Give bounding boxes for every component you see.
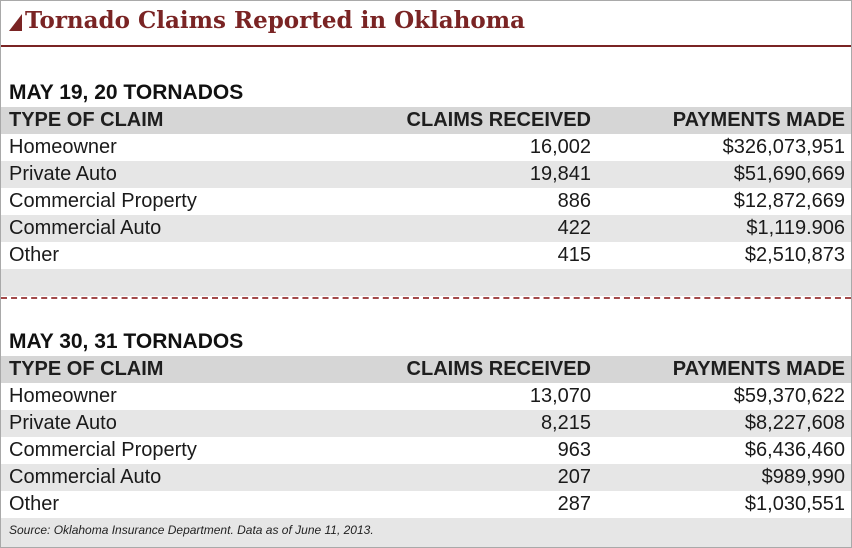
- claim-type: Homeowner: [9, 385, 117, 407]
- table-row: Homeowner 13,070 $59,370,622: [1, 383, 851, 410]
- claim-type: Other: [9, 244, 60, 266]
- claim-type: Other: [9, 493, 60, 515]
- payments-made: $59,370,622: [733, 385, 845, 407]
- column-header-payments: PAYMENTS MADE: [672, 109, 845, 131]
- payments-made: $326,073,951: [722, 136, 845, 158]
- claims-received: 8,215: [540, 412, 591, 434]
- claims-received: 886: [557, 190, 591, 212]
- claims-table: TYPE OF CLAIM CLAIMS RECEIVED PAYMENTS M…: [1, 356, 851, 518]
- table-row: Commercial Auto 207 $989,990: [1, 464, 851, 491]
- column-header-claims: CLAIMS RECEIVED: [406, 109, 591, 131]
- claim-type: Homeowner: [9, 136, 117, 158]
- source-note: Source: Oklahoma Insurance Department. D…: [9, 523, 374, 537]
- table-row: Homeowner 16,002 $326,073,951: [1, 134, 851, 161]
- section-divider: [1, 297, 851, 299]
- claims-received: 16,002: [529, 136, 591, 158]
- claims-received: 963: [557, 439, 591, 461]
- payments-made: $1,030,551: [744, 493, 845, 515]
- claim-type: Commercial Property: [9, 190, 197, 212]
- source-stripe: [1, 518, 851, 547]
- payments-made: $8,227,608: [744, 412, 845, 434]
- payments-made: $6,436,460: [744, 439, 845, 461]
- table-row: Commercial Auto 422 $1,119.906: [1, 215, 851, 242]
- table-row: Commercial Property 963 $6,436,460: [1, 437, 851, 464]
- claims-received: 415: [557, 244, 591, 266]
- claim-type: Private Auto: [9, 412, 117, 434]
- table-row: Private Auto 8,215 $8,227,608: [1, 410, 851, 437]
- table-header-row: TYPE OF CLAIM CLAIMS RECEIVED PAYMENTS M…: [1, 356, 851, 383]
- payments-made: $1,119.906: [746, 217, 845, 239]
- column-header-type: TYPE OF CLAIM: [9, 109, 164, 131]
- table-row: Other 287 $1,030,551: [1, 491, 851, 518]
- column-header-type: TYPE OF CLAIM: [9, 358, 164, 380]
- claim-type: Private Auto: [9, 163, 117, 185]
- claims-table: TYPE OF CLAIM CLAIMS RECEIVED PAYMENTS M…: [1, 107, 851, 269]
- column-header-claims: CLAIMS RECEIVED: [406, 358, 591, 380]
- claims-received: 422: [557, 217, 591, 239]
- claim-type: Commercial Auto: [9, 466, 162, 488]
- payments-made: $51,690,669: [733, 163, 845, 185]
- payments-made: $989,990: [761, 466, 845, 488]
- claims-received: 207: [557, 466, 591, 488]
- section-heading: MAY 19, 20 TORNADOS: [9, 81, 244, 104]
- table-row: Other 415 $2,510,873: [1, 242, 851, 269]
- table-header-row: TYPE OF CLAIM CLAIMS RECEIVED PAYMENTS M…: [1, 107, 851, 134]
- column-header-payments: PAYMENTS MADE: [672, 358, 845, 380]
- page-title: Tornado Claims Reported in Oklahoma: [25, 7, 525, 34]
- claim-type: Commercial Auto: [9, 217, 162, 239]
- section-heading: MAY 30, 31 TORNADOS: [9, 330, 244, 353]
- table-row: Commercial Property 886 $12,872,669: [1, 188, 851, 215]
- title-bar: Tornado Claims Reported in Oklahoma: [1, 1, 851, 47]
- claims-received: 13,070: [529, 385, 591, 407]
- claims-received: 19,841: [529, 163, 591, 185]
- section-footer-stripe: [1, 269, 851, 296]
- payments-made: $2,510,873: [744, 244, 845, 266]
- claims-received: 287: [557, 493, 591, 515]
- claim-type: Commercial Property: [9, 439, 197, 461]
- payments-made: $12,872,669: [733, 190, 845, 212]
- triangle-marker-icon: [9, 14, 22, 31]
- table-row: Private Auto 19,841 $51,690,669: [1, 161, 851, 188]
